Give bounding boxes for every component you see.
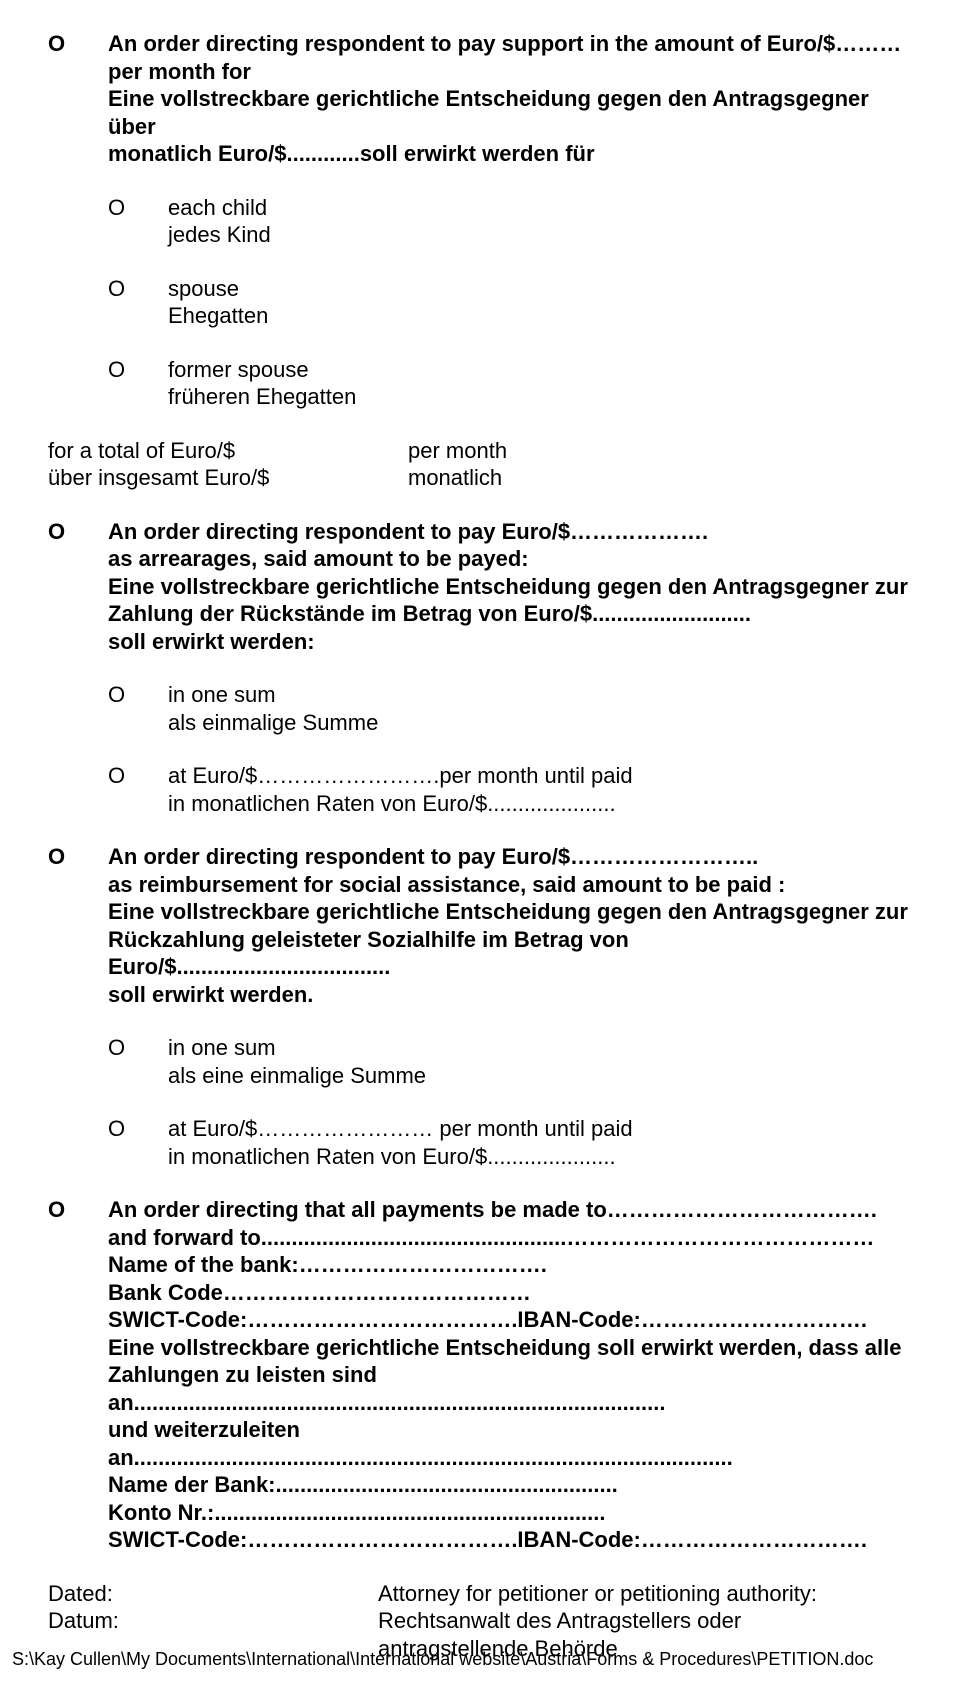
section-support-order: O An order directing respondent to pay s…	[48, 30, 912, 411]
text-line: soll erwirkt werden.	[108, 981, 912, 1009]
text-line: An order directing respondent to pay Eur…	[108, 518, 912, 546]
attorney-line: Attorney for petitioner or petitioning a…	[378, 1580, 912, 1608]
text-line: for a total of Euro/$	[48, 437, 348, 465]
text-line: Eine vollstreckbare gerichtliche Entsche…	[108, 85, 912, 140]
datum-label: Datum:	[48, 1607, 378, 1635]
text-line: at Euro/$…………………… per month until paid	[168, 1115, 912, 1143]
text-line: über insgesamt Euro/$	[48, 464, 348, 492]
text-line: als einmalige Summe	[168, 709, 912, 737]
total-row: for a total of Euro/$ über insgesamt Eur…	[48, 437, 912, 492]
text-line: monatlich Euro/$............soll erwirkt…	[108, 140, 912, 168]
text-line: und weiterzuleiten an...................…	[108, 1416, 912, 1471]
text-line: Eine vollstreckbare gerichtliche Entsche…	[108, 573, 912, 601]
text-line: Rückzahlung geleisteter Sozialhilfe im B…	[108, 926, 912, 981]
text-line: at Euro/$…………………….per month until paid	[168, 762, 912, 790]
text-line: in monatlichen Raten von Euro/$.........…	[168, 790, 912, 818]
text-line: Zahlungen zu leisten sind an............…	[108, 1361, 912, 1416]
option-one-sum-arr: O in one sum als einmalige Summe	[108, 681, 912, 736]
checkbox-one-sum-reimb[interactable]: O	[108, 1034, 168, 1062]
section-reimbursement: O An order directing respondent to pay E…	[48, 843, 912, 1170]
checkbox-one-sum-arr[interactable]: O	[108, 681, 168, 709]
option-monthly-reimb: O at Euro/$…………………… per month until paid…	[108, 1115, 912, 1170]
attorney-line: Rechtsanwalt des Antragstellers oder	[378, 1607, 912, 1635]
checkbox-each-child[interactable]: O	[108, 194, 168, 222]
text-line: Zahlung der Rückstände im Betrag von Eur…	[108, 600, 912, 628]
text-line: soll erwirkt werden:	[108, 628, 912, 656]
text-line: Name of the bank:…………………………….	[108, 1251, 912, 1279]
text-line: spouse	[168, 275, 912, 303]
checkbox-monthly-reimb[interactable]: O	[108, 1115, 168, 1143]
checkbox-support-order[interactable]: O	[48, 30, 108, 58]
text-line: jedes Kind	[168, 221, 912, 249]
text-line: Ehegatten	[168, 302, 912, 330]
text-line: Konto Nr.:..............................…	[108, 1499, 912, 1527]
text-line: as arrearages, said amount to be payed:	[108, 545, 912, 573]
section-arrearages: O An order directing respondent to pay E…	[48, 518, 912, 818]
option-each-child: O each child jedes Kind	[108, 194, 912, 249]
text-line: Bank Code……………………………………	[108, 1279, 912, 1307]
text-line: per month for	[108, 58, 912, 86]
checkbox-spouse[interactable]: O	[108, 275, 168, 303]
text-line: Eine vollstreckbare gerichtliche Entsche…	[108, 1334, 912, 1362]
text-line: An order directing respondent to pay sup…	[108, 30, 912, 58]
option-monthly-arr: O at Euro/$…………………….per month until paid…	[108, 762, 912, 817]
text-line: monatlich	[408, 464, 912, 492]
text-line: Eine vollstreckbare gerichtliche Entsche…	[108, 898, 912, 926]
footer-path: S:\Kay Cullen\My Documents\International…	[0, 1648, 960, 1671]
text-line: An order directing that all payments be …	[108, 1196, 912, 1224]
text-line: each child	[168, 194, 912, 222]
checkbox-payments-to[interactable]: O	[48, 1196, 108, 1224]
text-line: Name der Bank:..........................…	[108, 1471, 912, 1499]
section-payments-to: O An order directing that all payments b…	[48, 1196, 912, 1554]
text-line: als eine einmalige Summe	[168, 1062, 912, 1090]
text-line: in monatlichen Raten von Euro/$.........…	[168, 1143, 912, 1171]
option-spouse: O spouse Ehegatten	[108, 275, 912, 330]
text-line: SWICT-Code:……………………………….IBAN-Code:…………………	[108, 1526, 912, 1554]
dated-label: Dated:	[48, 1580, 378, 1608]
option-former-spouse: O former spouse früheren Ehegatten	[108, 356, 912, 411]
text-line: in one sum	[168, 1034, 912, 1062]
text-line: früheren Ehegatten	[168, 383, 912, 411]
text-line: An order directing respondent to pay Eur…	[108, 843, 912, 871]
page: O An order directing respondent to pay s…	[0, 0, 960, 1682]
text-line: and forward to..........................…	[108, 1224, 912, 1252]
checkbox-monthly-arr[interactable]: O	[108, 762, 168, 790]
checkbox-arrearages[interactable]: O	[48, 518, 108, 546]
text-line: per month	[408, 437, 912, 465]
text-line: SWICT-Code:……………………………….IBAN-Code:…………………	[108, 1306, 912, 1334]
checkbox-former-spouse[interactable]: O	[108, 356, 168, 384]
checkbox-reimbursement[interactable]: O	[48, 843, 108, 871]
option-one-sum-reimb: O in one sum als eine einmalige Summe	[108, 1034, 912, 1089]
text-line: as reimbursement for social assistance, …	[108, 871, 912, 899]
text-line: in one sum	[168, 681, 912, 709]
text-line: former spouse	[168, 356, 912, 384]
